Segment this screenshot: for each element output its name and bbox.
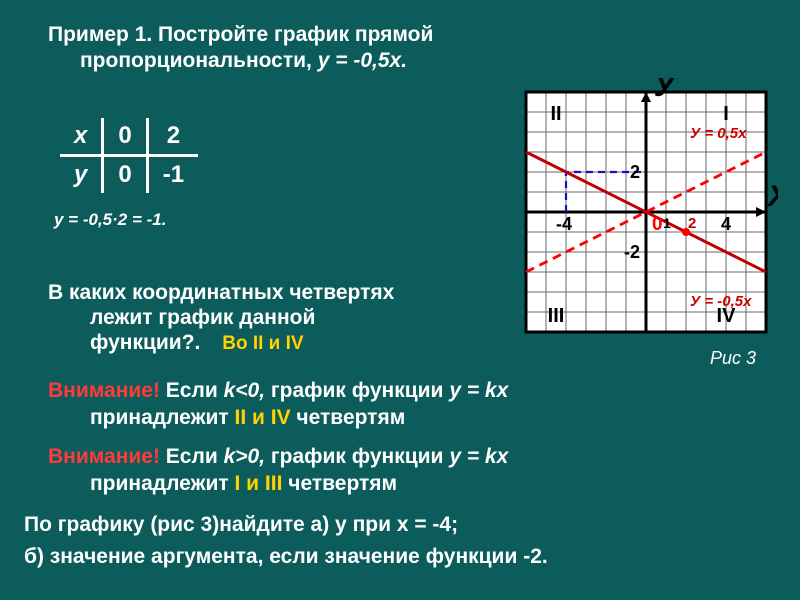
rule2-bang: Внимание!: [48, 445, 160, 468]
graph-svg: 0УХ-442-221IIIIIIIVУ = 0,5xУ = -0,5x: [514, 78, 778, 346]
svg-text:2: 2: [688, 215, 696, 232]
rule1-bang: Внимание!: [48, 379, 160, 402]
svg-text:2: 2: [630, 162, 640, 182]
svg-text:-4: -4: [556, 214, 572, 234]
example-title: Пример 1. Постройте график прямой пропор…: [48, 22, 518, 75]
rule-k-negative: Внимание! Если k<0, график функции у = k…: [48, 378, 728, 432]
svg-text:III: III: [548, 305, 565, 327]
svg-text:1: 1: [663, 215, 671, 231]
title-line2a: пропорциональности,: [80, 49, 318, 72]
rule2-c: принадлежит: [90, 472, 235, 495]
svg-text:У = 0,5x: У = 0,5x: [690, 125, 747, 142]
rule2-fn: у = kх: [449, 445, 508, 468]
rule1-b: график функции: [265, 379, 449, 402]
rule2-d: четвертям: [282, 472, 397, 495]
q1-line3: функции?.: [90, 331, 200, 354]
rule1-a: Если: [160, 379, 224, 402]
title-line1: Пример 1. Постройте график прямой: [48, 23, 433, 46]
vtable-x1: 2: [147, 118, 198, 156]
calculation-note: у = -0,5·2 = -1.: [54, 210, 166, 230]
q1-answer: Во II и IV: [206, 333, 303, 354]
question-quadrants: В каких координатных четвертях лежит гра…: [48, 280, 518, 356]
rule2-quad: I и III: [235, 472, 283, 495]
svg-text:II: II: [550, 103, 561, 125]
q1-line1: В каких координатных четвертях: [48, 281, 394, 304]
rule2-a: Если: [160, 445, 224, 468]
rule1-c: принадлежит: [90, 406, 235, 429]
rule2-b: график функции: [265, 445, 449, 468]
task-a: По графику (рис 3)найдите а) у при х = -…: [24, 512, 764, 538]
value-table: х 0 2 у 0 -1: [60, 118, 198, 193]
rule1-cond: k<0,: [224, 379, 265, 402]
task-b: б) значение аргумента, если значение фун…: [24, 544, 764, 570]
vtable-x0: 0: [103, 118, 147, 156]
q1-line2: лежит график данной: [48, 305, 518, 330]
rule2-cond: k>0,: [224, 445, 265, 468]
svg-text:4: 4: [721, 214, 731, 234]
rule1-fn: у = kх: [449, 379, 508, 402]
vtable-y0: 0: [103, 156, 147, 194]
svg-text:I: I: [723, 103, 729, 125]
vtable-y1: -1: [147, 156, 198, 194]
graph-figure: 0УХ-442-221IIIIIIIVУ = 0,5xУ = -0,5x Рис…: [514, 78, 778, 369]
vtable-x-label: х: [60, 118, 103, 156]
svg-text:0: 0: [652, 214, 663, 235]
rule-k-positive: Внимание! Если k>0, график функции у = k…: [48, 444, 728, 498]
vtable-y-label: у: [60, 156, 103, 194]
svg-text:У: У: [654, 78, 677, 103]
graph-caption: Рис 3: [514, 346, 778, 369]
title-formula: у = -0,5х.: [318, 49, 407, 72]
svg-text:Х: Х: [766, 180, 778, 213]
svg-text:У = -0,5x: У = -0,5x: [690, 293, 752, 310]
rule1-d: четвертям: [291, 406, 406, 429]
svg-text:-2: -2: [624, 242, 640, 262]
rule1-quad: II и IV: [235, 406, 291, 429]
